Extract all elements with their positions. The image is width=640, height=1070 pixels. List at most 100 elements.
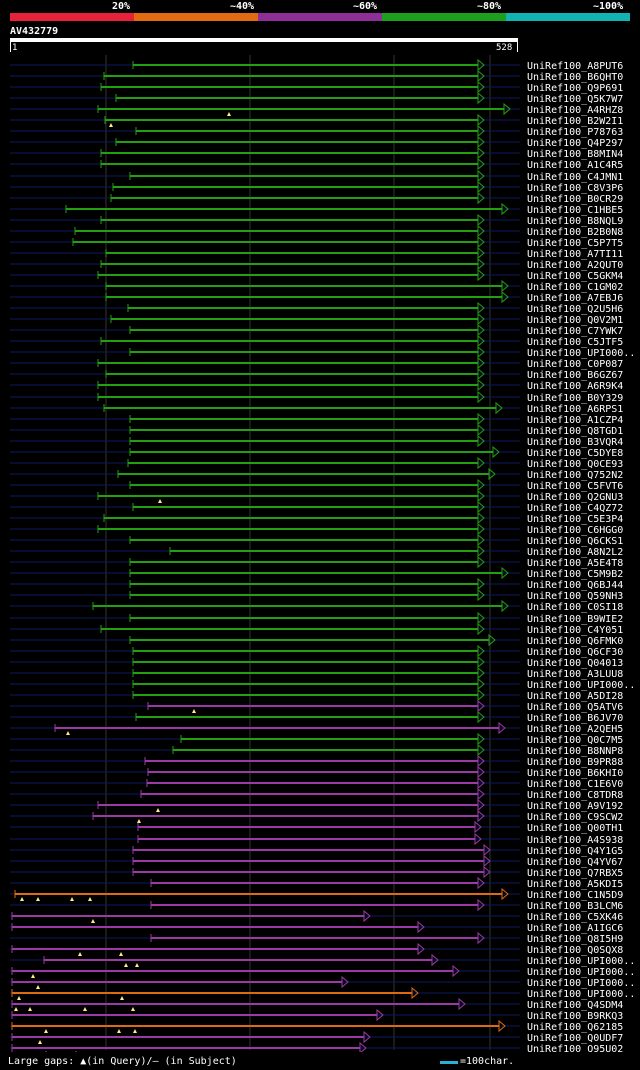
hit-row[interactable]: UniRef100_A4S938: [10, 832, 623, 846]
hit-label[interactable]: UniRef100_B2W2I1: [527, 116, 623, 127]
hit-label[interactable]: UniRef100_B0CR29: [527, 194, 623, 205]
hit-label[interactable]: UniRef100_A1CZP4: [527, 415, 623, 426]
hit-row[interactable]: UniRef100_Q59NH3: [10, 588, 623, 602]
hit-label[interactable]: UniRef100_C4Y051: [527, 625, 623, 636]
hit-row[interactable]: UniRef100_B6KHI0: [10, 765, 623, 779]
hit-row[interactable]: UniRef100_C5P7T5: [10, 235, 623, 249]
hit-label[interactable]: UniRef100_C1E6V0: [527, 779, 623, 790]
hit-row[interactable]: UniRef100_B9PR88: [10, 754, 623, 768]
hit-label[interactable]: UniRef100_Q2U5H6: [527, 304, 623, 315]
hit-label[interactable]: UniRef100_B6GZ67: [527, 370, 623, 381]
hit-row[interactable]: UniRef100_Q8TGD1: [10, 423, 623, 437]
hit-row[interactable]: UniRef100_Q62185: [10, 1019, 623, 1033]
hit-label[interactable]: UniRef100_Q6CF30: [527, 647, 623, 658]
hit-row[interactable]: UniRef100_Q04013: [10, 655, 623, 669]
hit-label[interactable]: UniRef100_Q0CE93: [527, 459, 623, 470]
hit-label[interactable]: UniRef100_UPI000..: [527, 348, 635, 359]
hit-row[interactable]: UniRef100_B2B0N8: [10, 224, 623, 238]
hit-label[interactable]: UniRef100_B9RKQ3: [527, 1011, 623, 1022]
hit-row[interactable]: UniRef100_A8PUT6: [10, 58, 623, 72]
hit-row[interactable]: UniRef100_Q8I5H9: [10, 931, 623, 945]
hit-label[interactable]: UniRef100_C9SCW2: [527, 812, 623, 823]
hit-row[interactable]: UniRef100_A8N2L2: [10, 544, 623, 558]
hit-label[interactable]: UniRef100_Q6FMK0: [527, 636, 623, 647]
hit-row[interactable]: UniRef100_C5E3P4: [10, 511, 623, 525]
hit-label[interactable]: UniRef100_C5P7T5: [527, 238, 623, 249]
hit-row[interactable]: UniRef100_B6GZ67: [10, 367, 623, 381]
hit-row[interactable]: UniRef100_Q6FMK0: [10, 633, 623, 647]
hit-label[interactable]: UniRef100_UPI000..: [527, 978, 635, 989]
hit-row[interactable]: UniRef100_A5KDI5: [10, 876, 623, 890]
hit-row[interactable]: UniRef100_C0P087: [10, 356, 623, 370]
hit-label[interactable]: UniRef100_UPI000..: [527, 956, 635, 967]
hit-row[interactable]: UniRef100_Q2GNU3: [10, 489, 623, 503]
hit-label[interactable]: UniRef100_B8MIN4: [527, 149, 623, 160]
hit-row[interactable]: UniRef100_C1GM02: [10, 279, 623, 293]
hit-label[interactable]: UniRef100_Q2GNU3: [527, 492, 623, 503]
hit-row[interactable]: UniRef100_B6JV70: [10, 710, 623, 724]
hit-label[interactable]: UniRef100_A1IGC6: [527, 923, 623, 934]
hit-row[interactable]: UniRef100_C5JTF5: [10, 334, 623, 348]
hit-row[interactable]: UniRef100_Q0C7M5: [10, 732, 623, 746]
hit-row[interactable]: UniRef100_Q2U5H6: [10, 301, 623, 315]
hit-label[interactable]: UniRef100_A4S938: [527, 835, 623, 846]
hit-label[interactable]: UniRef100_A5KDI5: [527, 879, 623, 890]
hit-label[interactable]: UniRef100_UPI000..: [527, 989, 635, 1000]
hit-label[interactable]: UniRef100_Q95U02: [527, 1044, 623, 1052]
hit-label[interactable]: UniRef100_A5DI28: [527, 691, 623, 702]
hit-label[interactable]: UniRef100_C1GM02: [527, 282, 623, 293]
hit-row[interactable]: UniRef100_Q4P297: [10, 135, 623, 149]
hit-label[interactable]: UniRef100_Q0C7M5: [527, 735, 623, 746]
hit-row[interactable]: UniRef100_B8NNP8: [10, 743, 623, 757]
hit-row[interactable]: UniRef100_UPI000..: [10, 345, 635, 359]
hit-label[interactable]: UniRef100_P78763: [527, 127, 623, 138]
hit-label[interactable]: UniRef100_Q0UDF7: [527, 1033, 623, 1044]
hit-row[interactable]: UniRef100_B0Y329: [10, 390, 623, 404]
hit-row[interactable]: UniRef100_Q0SQX8: [10, 942, 623, 956]
hit-label[interactable]: UniRef100_Q4SDM4: [527, 1000, 623, 1011]
hit-label[interactable]: UniRef100_A6RPS1: [527, 404, 623, 415]
hit-label[interactable]: UniRef100_B6JV70: [527, 713, 623, 724]
hit-label[interactable]: UniRef100_B8NQL9: [527, 216, 623, 227]
hit-label[interactable]: UniRef100_UPI000..: [527, 967, 635, 978]
hit-row[interactable]: UniRef100_A1C4R5: [10, 157, 623, 171]
hit-label[interactable]: UniRef100_B9WIE2: [527, 614, 623, 625]
hit-row[interactable]: UniRef100_Q4YV67: [10, 854, 623, 868]
hit-row[interactable]: UniRef100_A7EBJ6: [10, 290, 623, 304]
hit-row[interactable]: UniRef100_A7TI11: [10, 246, 623, 260]
hit-label[interactable]: UniRef100_C4JMN1: [527, 172, 623, 183]
hit-row[interactable]: UniRef100_Q4SDM4: [10, 997, 623, 1011]
hit-label[interactable]: UniRef100_Q59NH3: [527, 591, 623, 602]
hit-row[interactable]: UniRef100_A3LUU8: [10, 666, 623, 680]
hit-row[interactable]: UniRef100_Q95U02: [10, 1041, 623, 1052]
hit-row[interactable]: UniRef100_C1E6V0: [10, 776, 623, 790]
hit-row[interactable]: UniRef100_A6RPS1: [10, 401, 623, 415]
hit-row[interactable]: UniRef100_A5DI28: [10, 688, 623, 702]
hit-row[interactable]: UniRef100_Q5K7W7: [10, 91, 623, 105]
hit-row[interactable]: UniRef100_B0CR29: [10, 191, 623, 205]
hit-label[interactable]: UniRef100_Q9P691: [527, 83, 623, 94]
hit-row[interactable]: UniRef100_UPI000..: [10, 953, 635, 967]
hit-label[interactable]: UniRef100_C8TDR8: [527, 790, 623, 801]
hit-label[interactable]: UniRef100_A7EBJ6: [527, 293, 623, 304]
hit-row[interactable]: UniRef100_C1N5D9: [10, 887, 623, 901]
hit-label[interactable]: UniRef100_B6QHT0: [527, 72, 623, 83]
hit-row[interactable]: UniRef100_Q6CF30: [10, 644, 623, 658]
hit-label[interactable]: UniRef100_Q0SQX8: [527, 945, 623, 956]
hit-row[interactable]: UniRef100_A5E4T8: [10, 555, 623, 569]
hit-row[interactable]: UniRef100_UPI000..: [10, 975, 635, 989]
hit-row[interactable]: UniRef100_C0SI18: [10, 599, 623, 613]
hit-label[interactable]: UniRef100_C5FVT6: [527, 481, 623, 492]
hit-label[interactable]: UniRef100_A7TI11: [527, 249, 623, 260]
hit-label[interactable]: UniRef100_C6HGG0: [527, 525, 623, 536]
hit-row[interactable]: UniRef100_C8TDR8: [10, 787, 623, 801]
hit-row[interactable]: UniRef100_A2QEH5: [10, 721, 623, 735]
hit-row[interactable]: UniRef100_C5FVT6: [10, 478, 623, 492]
hit-row[interactable]: UniRef100_B3VQR4: [10, 434, 623, 448]
hit-label[interactable]: UniRef100_C5M9B2: [527, 569, 623, 580]
hit-row[interactable]: UniRef100_A4RHZ8: [10, 102, 623, 116]
hit-row[interactable]: UniRef100_Q6CKS1: [10, 533, 623, 547]
hit-row[interactable]: UniRef100_C4QZ72: [10, 500, 623, 514]
hit-row[interactable]: UniRef100_B2W2I1: [10, 113, 623, 127]
hit-row[interactable]: UniRef100_Q0V2M1: [10, 312, 623, 326]
